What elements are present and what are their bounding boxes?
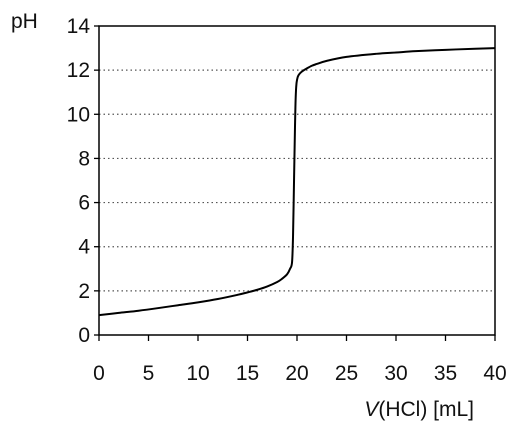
x-tick-label-0: 0 (93, 362, 105, 385)
y-tick-label-10: 10 (67, 103, 90, 126)
x-tick-label-10: 10 (186, 362, 209, 385)
y-tick-label-0: 0 (78, 324, 90, 347)
grid-layer (99, 69, 495, 292)
x-axis-label: V(HCl) [mL] (364, 398, 474, 421)
x-tick-label-5: 5 (143, 362, 155, 385)
x-tick-label-35: 35 (434, 362, 457, 385)
y-tick-label-14: 14 (67, 15, 91, 38)
x-axis-label-italic: V (364, 398, 380, 421)
curve-layer (98, 47, 496, 317)
y-axis-label: pH (11, 10, 38, 33)
titration-curve-0 (98, 47, 496, 317)
y-tick-label-2: 2 (78, 280, 90, 303)
y-tick-label-12: 12 (67, 59, 90, 82)
y-tick-label-4: 4 (78, 236, 90, 259)
x-axis-label-rest: (HCl) [mL] (378, 398, 474, 421)
x-tick-label-25: 25 (335, 362, 358, 385)
x-tick-label-40: 40 (483, 362, 506, 385)
plot-frame (98, 25, 496, 336)
y-tick-label-6: 6 (78, 192, 90, 215)
x-tick-label-30: 30 (384, 362, 407, 385)
x-tick-label-15: 15 (236, 362, 259, 385)
tick-layer: 0 2 4 6 8 10 12 14 0 5 10 15 20 25 30 35 40 (67, 15, 507, 385)
x-tick-label-20: 20 (285, 362, 308, 385)
y-tick-label-8: 8 (78, 147, 90, 170)
